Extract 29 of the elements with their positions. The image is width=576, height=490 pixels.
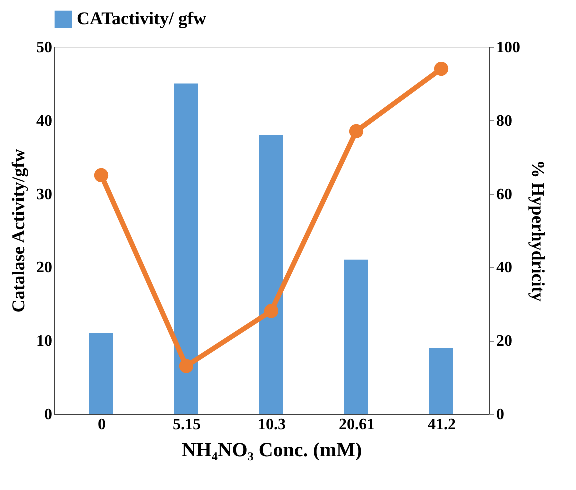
point — [349, 124, 364, 138]
y-tick-label: 40 — [36, 112, 52, 130]
bar — [90, 333, 114, 414]
x-tick-label: 20.61 — [339, 416, 375, 434]
y2-tick-label: 40 — [496, 260, 512, 277]
y2-tick-label: 80 — [496, 112, 512, 130]
point — [434, 62, 449, 76]
y-tick-label: 10 — [36, 333, 52, 350]
bar — [174, 84, 198, 414]
y-axis-title: Catalase Activity/gfw — [8, 149, 28, 313]
x-axis-title: NH₄NO₃ Conc. (mM) — [182, 440, 362, 462]
bar — [260, 135, 284, 414]
y2-tick-label: 100 — [496, 40, 520, 56]
y-tick-label: 50 — [36, 40, 52, 56]
point — [94, 168, 109, 183]
y2-tick-label: 60 — [496, 186, 512, 204]
y-tick-label: 30 — [36, 186, 52, 204]
legend-label: CATactivity/ gfw — [77, 8, 206, 28]
point — [179, 359, 194, 374]
x-tick-label: 0 — [98, 416, 106, 434]
point — [264, 304, 279, 318]
bar — [344, 260, 368, 414]
y-tick-label: 20 — [36, 260, 52, 277]
x-tick-label: 10.3 — [258, 416, 286, 434]
y2-axis-title: % Hyperhydricity — [528, 160, 548, 302]
x-tick-label: 5.15 — [173, 416, 201, 434]
y2-tick-label: 20 — [496, 333, 512, 350]
bar — [430, 348, 454, 414]
x-tick-label: 41.2 — [428, 416, 456, 434]
